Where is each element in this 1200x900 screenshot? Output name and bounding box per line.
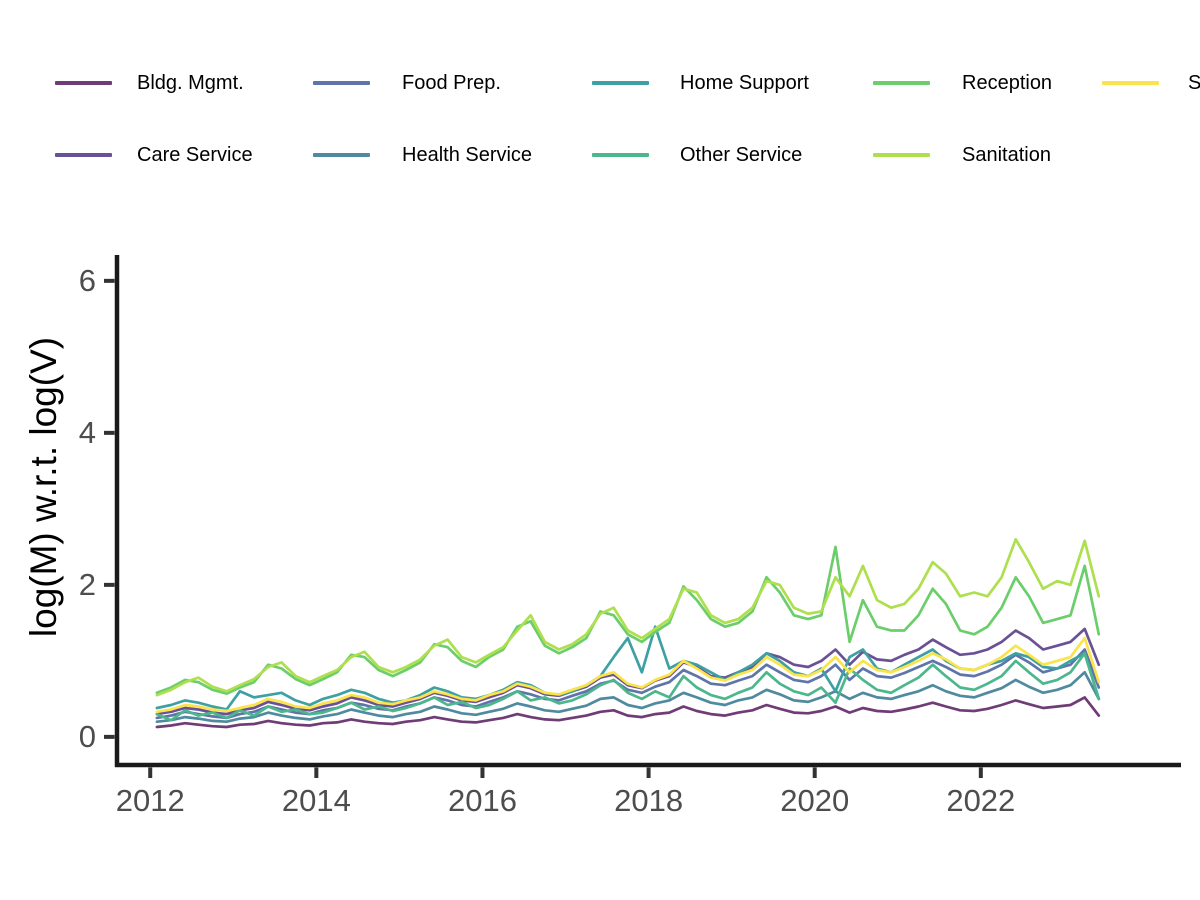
series-line-health-service [155,670,1101,724]
legend-label: Food Prep. [402,72,501,94]
legend-label: S [1188,72,1200,94]
legend-swatch-icon [55,153,112,157]
legend-label: Home Support [680,72,809,94]
legend-swatch-icon [1102,81,1159,85]
legend-swatch-icon [313,81,370,85]
legend-label: Reception [962,72,1053,94]
series-line-sanitation [155,537,1101,697]
y-tick-label: 2 [78,566,96,602]
x-tick-label: 2014 [281,783,351,818]
x-tick-label: 2012 [115,783,185,818]
x-tick-label: 2018 [614,783,684,818]
legend-label: Bldg. Mgmt. [137,72,244,94]
legend-label: Care Service [137,144,253,166]
series-line-bldg-mgmt [155,696,1101,729]
series-line-care-service [155,627,1101,716]
x-tick-label: 2016 [447,783,517,818]
y-tick-label: 6 [78,262,96,298]
legend-swatch-icon [592,81,649,85]
legend-label: Sanitation [962,144,1051,166]
y-tick-label: 4 [78,414,96,450]
legend-swatch-icon [873,81,930,85]
legend-swatch-icon [313,153,370,157]
series-line-other-service [155,651,1101,722]
legend-swatch-icon [592,153,649,157]
series-line-reception [155,545,1101,695]
series-line-s [155,636,1101,714]
legend-label: Health Service [402,144,533,166]
y-tick-label: 0 [78,718,96,754]
legend-swatch-icon [55,81,112,85]
legend-swatch-icon [873,153,930,157]
x-tick-label: 2020 [780,783,850,818]
legend-label: Other Service [680,144,803,166]
x-tick-label: 2022 [946,783,1016,818]
